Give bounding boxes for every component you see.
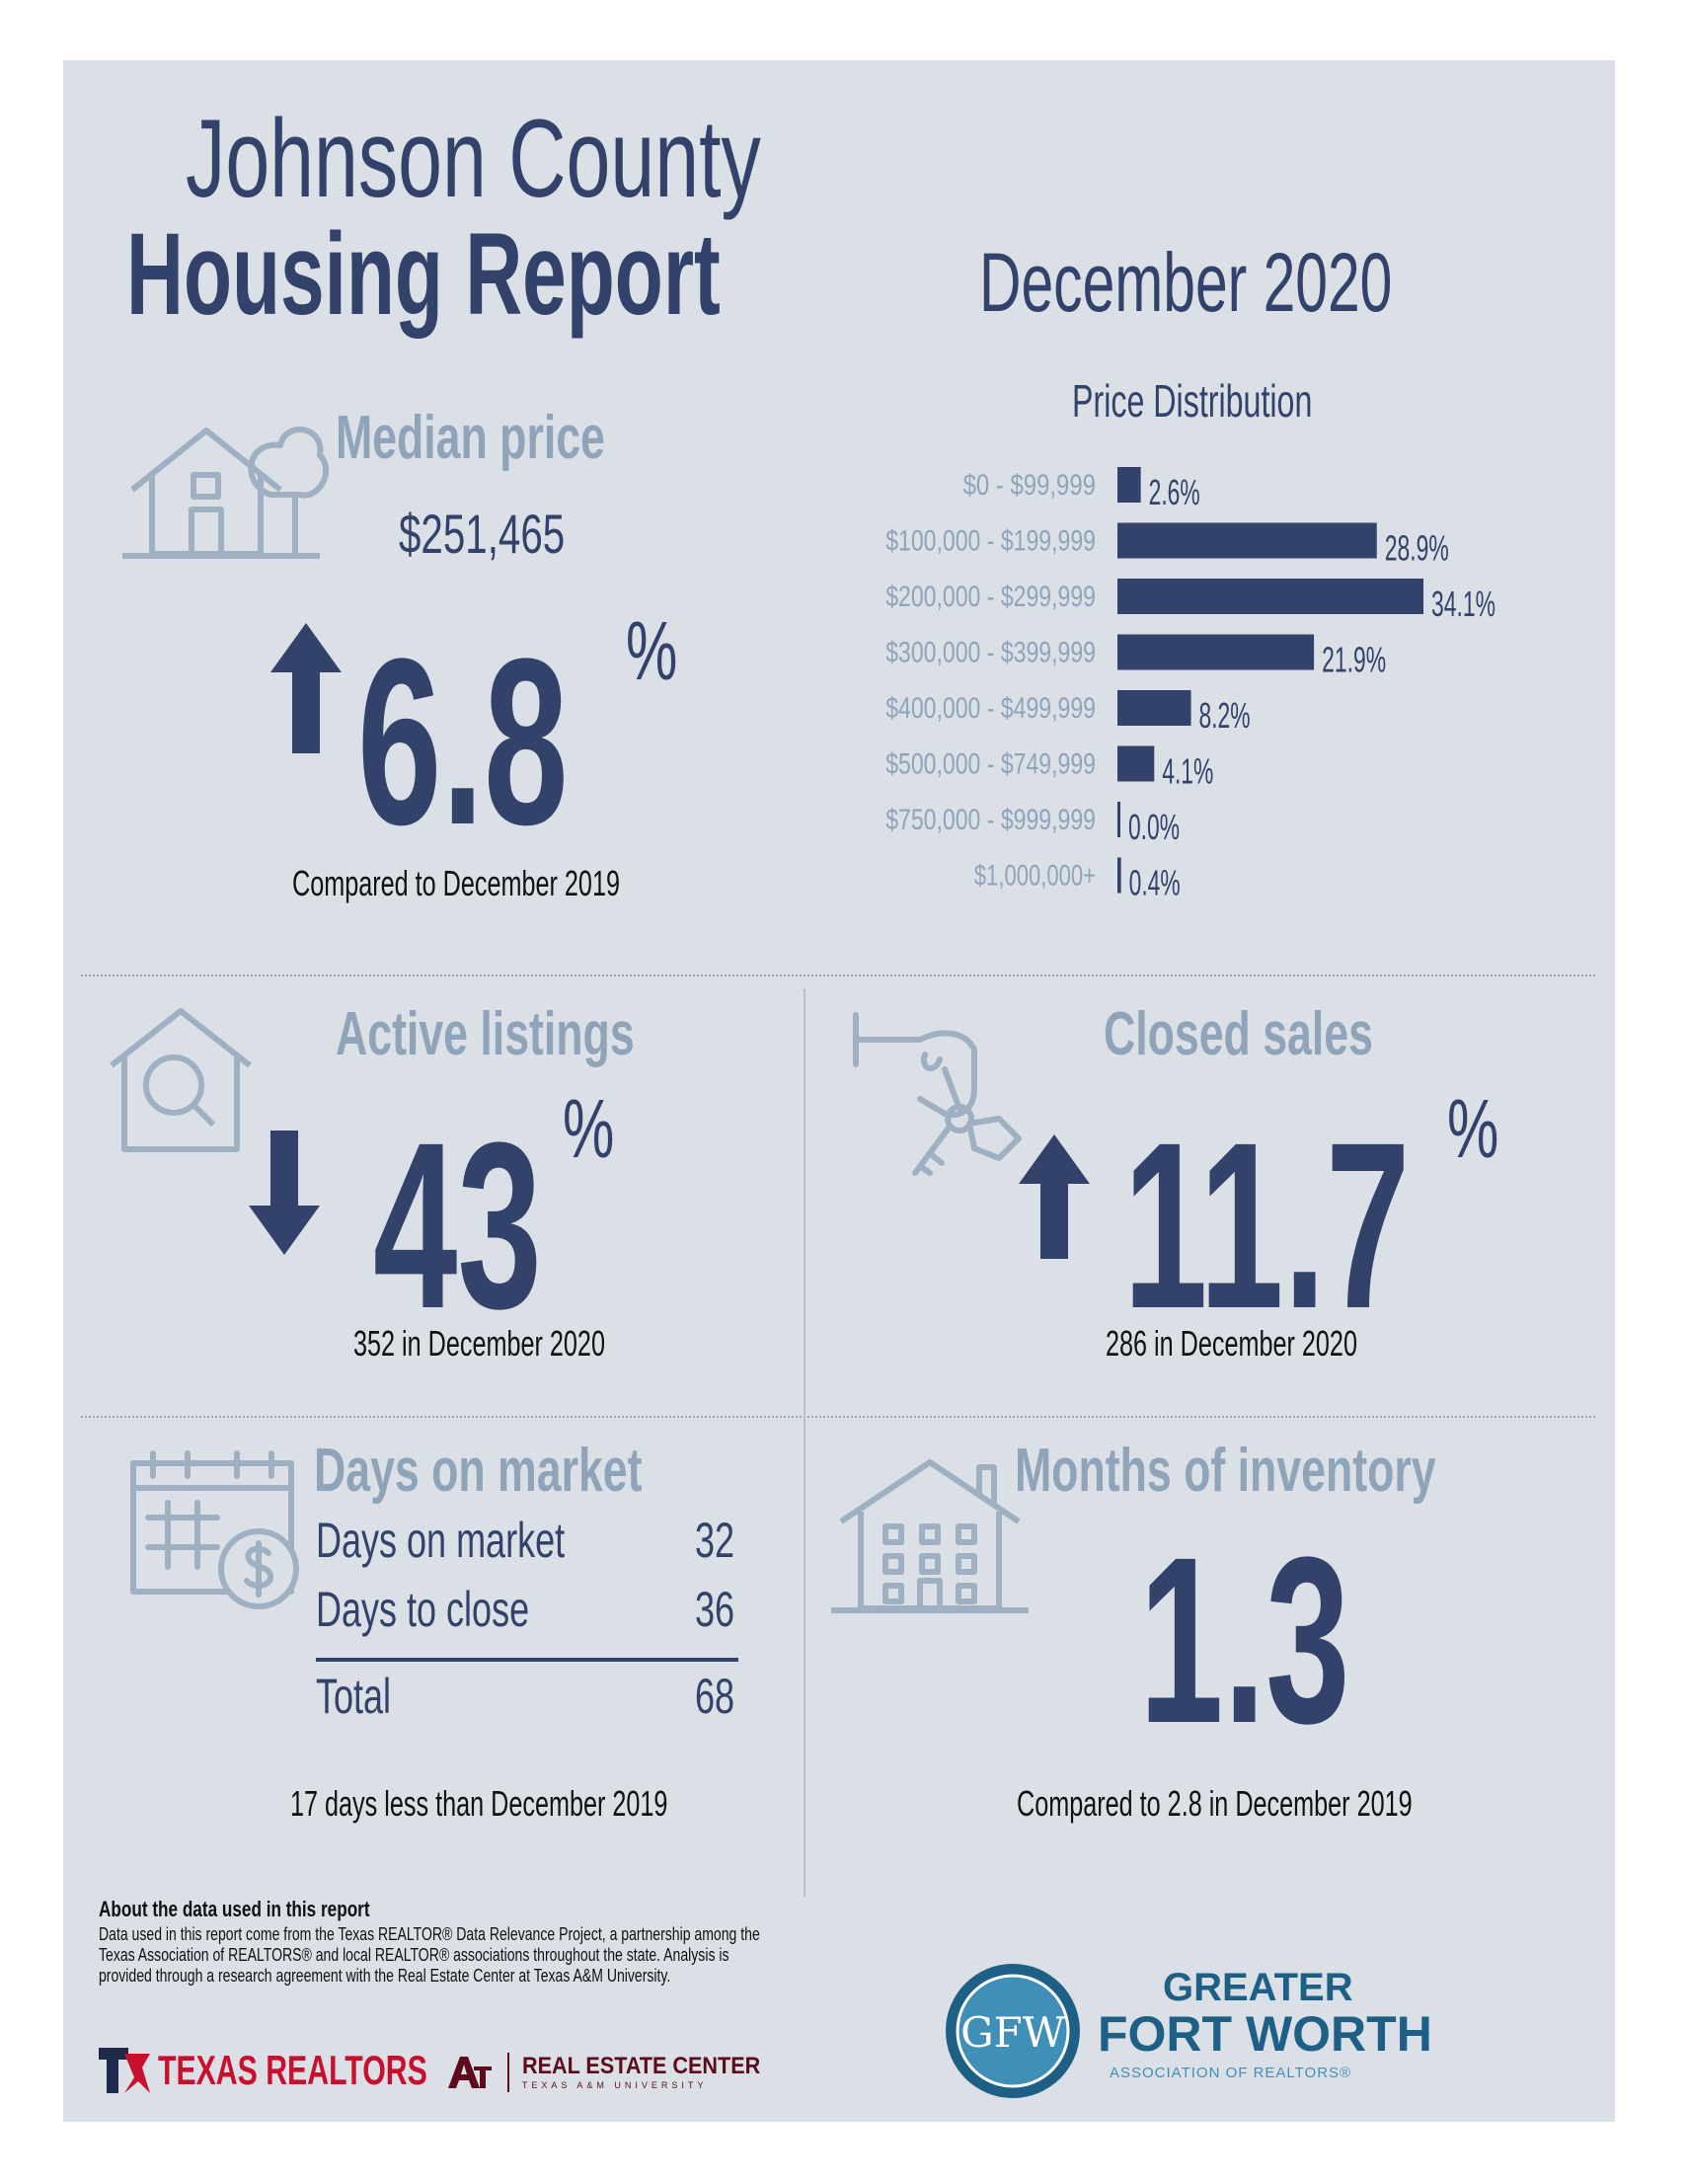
arrow-up-icon xyxy=(1019,1134,1090,1259)
value-label: 0.0% xyxy=(1128,807,1180,847)
closed-sales-change: 11.7 xyxy=(1123,1093,1411,1358)
texas-realtors-mark-icon xyxy=(99,2048,150,2093)
about-text: Data used in this report come from the T… xyxy=(99,1924,760,1986)
value-label: 8.2% xyxy=(1199,695,1251,736)
hand-keys-icon xyxy=(853,1012,1022,1176)
chart-title: Price Distribution xyxy=(1072,375,1313,427)
value-label: 0.4% xyxy=(1129,863,1181,903)
value-label: 2.6% xyxy=(1149,472,1200,512)
distribution-bar xyxy=(1117,802,1120,837)
category-label: $0 - $99,999 xyxy=(963,469,1096,502)
arrow-up-icon xyxy=(270,623,342,753)
active-listings-change: 43 xyxy=(373,1093,542,1358)
divider-middle xyxy=(81,1416,1595,1418)
dom-total-rule xyxy=(316,1658,738,1662)
value-label: 4.1% xyxy=(1162,751,1213,792)
median-price-title: Median price xyxy=(336,404,605,472)
divider-top xyxy=(81,975,1595,976)
atm-logo-icon xyxy=(448,2057,492,2088)
gfw-line1: GREATER xyxy=(1163,1966,1353,2009)
category-label: $400,000 - $499,999 xyxy=(885,692,1096,725)
distribution-bar xyxy=(1117,467,1141,503)
gfw-line2: FORT WORTH xyxy=(1098,2006,1432,2062)
report-period: December 2020 xyxy=(979,236,1393,329)
median-price-comparison: Compared to December 2019 xyxy=(292,863,620,903)
median-price-change: 6.8 xyxy=(357,609,569,874)
active-listings-title: Active listings xyxy=(336,1000,635,1068)
active-listings-detail: 352 in December 2020 xyxy=(353,1323,605,1364)
median-price-value: $251,465 xyxy=(399,503,566,565)
closed-sales-pct: % xyxy=(1447,1082,1499,1175)
calendar-dollar-icon xyxy=(130,1450,299,1609)
closed-sales-detail: 286 in December 2020 xyxy=(1106,1323,1357,1364)
house-tree-icon xyxy=(122,427,329,559)
median-price-pct: % xyxy=(626,604,678,697)
texas-realtors-logo: TEXAS REALTORS xyxy=(99,2047,532,2096)
report-panel: Johnson County Housing Report December 2… xyxy=(63,60,1615,2122)
gfw-emblem-icon: GFW xyxy=(946,1964,1080,2098)
dom-row-value-1: 32 xyxy=(695,1513,735,1568)
distribution-bar xyxy=(1117,634,1315,670)
house-search-icon xyxy=(110,1008,252,1152)
svg-text:GFW: GFW xyxy=(960,2008,1066,2057)
dom-total-value: 68 xyxy=(695,1669,735,1724)
category-label: $1,000,000+ xyxy=(974,860,1096,893)
distribution-bar xyxy=(1117,857,1121,894)
title-line2: Housing Report xyxy=(126,209,721,340)
value-label: 34.1% xyxy=(1431,584,1495,624)
distribution-bar xyxy=(1117,522,1377,559)
value-label: 21.9% xyxy=(1322,640,1386,680)
months-inventory-comparison: Compared to 2.8 in December 2019 xyxy=(1017,1783,1413,1824)
value-label: 28.9% xyxy=(1385,528,1449,569)
days-on-market-title: Days on market xyxy=(314,1437,643,1505)
apartment-building-icon xyxy=(831,1459,1029,1613)
months-inventory-title: Months of inventory xyxy=(1015,1437,1436,1505)
dom-row-value-2: 36 xyxy=(695,1582,735,1637)
dom-total-label: Total xyxy=(316,1669,392,1724)
months-inventory-value: 1.3 xyxy=(1139,1508,1350,1772)
dom-row-label-1: Days on market xyxy=(316,1513,566,1568)
category-label: $200,000 - $299,999 xyxy=(885,581,1096,613)
title-line1: Johnson County xyxy=(186,97,761,220)
active-listings-pct: % xyxy=(563,1082,615,1175)
about-title: About the data used in this report xyxy=(99,1897,370,1921)
dom-comparison: 17 days less than December 2019 xyxy=(290,1783,668,1824)
category-label: $500,000 - $749,999 xyxy=(885,748,1096,781)
category-label: $100,000 - $199,999 xyxy=(885,525,1096,558)
distribution-bar xyxy=(1117,745,1155,782)
distribution-bar xyxy=(1117,579,1423,614)
category-label: $300,000 - $399,999 xyxy=(885,637,1096,669)
gfw-line3: ASSOCIATION OF REALTORS® xyxy=(1110,2065,1352,2081)
price-distribution-chart: $0 - $99,999 2.6% $100,000 - $199,999 28.9%… xyxy=(885,467,1495,903)
divider-vertical xyxy=(804,988,805,1897)
dom-row-label-2: Days to close xyxy=(316,1582,530,1637)
distribution-bar xyxy=(1117,690,1191,726)
real-estate-center-logo: REAL ESTATE CENTER TEXAS A&M UNIVERSITY xyxy=(444,2053,787,2092)
category-label: $750,000 - $999,999 xyxy=(885,804,1096,836)
arrow-down-icon xyxy=(249,1131,320,1255)
closed-sales-title: Closed sales xyxy=(1104,1000,1373,1068)
